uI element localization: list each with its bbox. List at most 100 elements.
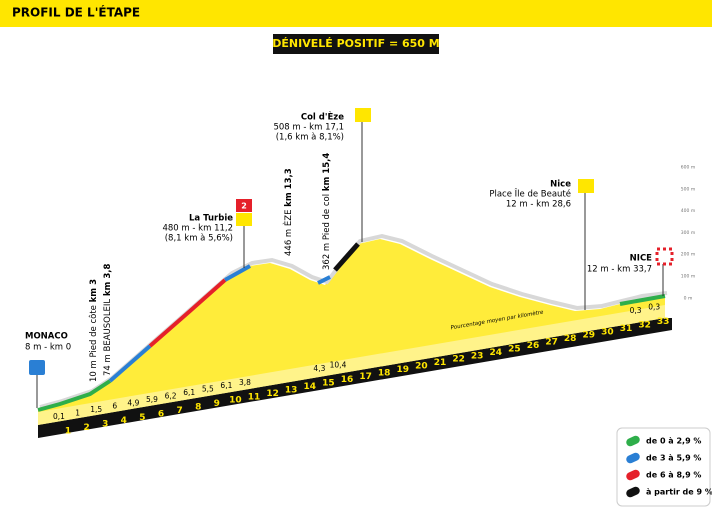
place-name: La Turbie: [189, 214, 233, 224]
km-label: 22: [452, 355, 465, 365]
climb-flag: [236, 213, 252, 226]
vertical-label: 446 m ÈZE km 13,3: [282, 168, 294, 256]
place-detail: (1,6 km à 8,1%): [276, 133, 344, 143]
legend-swatch: [626, 486, 640, 498]
km-label: 6: [158, 409, 164, 419]
gradient-label: 6,1: [220, 381, 232, 390]
gradient-label: 4,3: [313, 364, 325, 373]
km-label: 25: [508, 344, 521, 354]
km-label: 9: [214, 399, 220, 409]
vertical-label-km: km 15,4: [322, 153, 332, 192]
place-info: 12 m - km 28,6: [506, 200, 571, 210]
km-label: 4: [121, 416, 127, 426]
km-label: 19: [397, 365, 410, 375]
gradient-label: 5,9: [146, 395, 158, 404]
km-label: 26: [527, 341, 540, 351]
altitude-label: 200 m: [681, 252, 695, 258]
vertical-label-text: 10 m Pied de côte: [88, 305, 99, 382]
vertical-label-text: 362 m Pied de col: [322, 194, 332, 270]
gradient-strip: [38, 305, 665, 425]
gradient-label: 6: [112, 402, 117, 411]
place-detail: (8,1 km à 5,6%): [165, 234, 233, 244]
gradient-label: 0,3: [630, 306, 642, 315]
altitude-label: 100 m: [681, 274, 695, 280]
start-flag: [29, 360, 45, 375]
km-label: 7: [176, 406, 182, 416]
km-label: 32: [638, 320, 651, 330]
km-label: 28: [564, 334, 577, 344]
vertical-label-km: km 3,8: [103, 263, 113, 296]
place-info: 480 m - km 11,2: [162, 224, 233, 234]
segment: [333, 242, 360, 272]
vertical-label-km: km 13,3: [284, 168, 294, 207]
km-label: 13: [285, 385, 298, 395]
vertical-label-text: 446 m ÈZE: [282, 210, 294, 256]
km-label: 3: [102, 420, 108, 430]
altitude-label: 400 m: [681, 208, 695, 214]
gradient-label: 0,1: [53, 412, 65, 421]
place-name: Nice: [550, 180, 571, 190]
legend-swatch: [626, 452, 640, 464]
km-label: 18: [378, 368, 391, 378]
km-label: 2: [83, 423, 89, 433]
banner: DÉNIVELÉ POSITIF = 650 M: [272, 37, 439, 50]
vertical-label: 362 m Pied de col km 15,4: [322, 153, 332, 270]
km-label: 33: [657, 317, 670, 327]
gradient-label: 4,9: [127, 398, 139, 407]
place-name: Col d'Èze: [301, 111, 344, 123]
legend: de 0 à 2,9 % de 3 à 5,9 % de 6 à 8,9 % à pa…: [626, 435, 712, 498]
gradient-label: 1,5: [90, 405, 102, 414]
km-label: 31: [620, 324, 633, 334]
km-strip: [38, 318, 672, 438]
km-label: 30: [601, 327, 614, 337]
altitude-label: 0 m: [684, 295, 693, 301]
altitude-label: 500 m: [681, 186, 695, 192]
category: 2: [241, 202, 247, 211]
gradient-label: 6,1: [183, 388, 195, 397]
segment: [37, 379, 112, 412]
category-flag: [236, 199, 252, 212]
km-label: 24: [490, 348, 503, 358]
legend-box: [616, 427, 711, 507]
segment: [224, 264, 251, 282]
km-label: 21: [434, 358, 447, 368]
km-label: 20: [415, 362, 428, 372]
gradient-label: 0,3: [648, 303, 660, 312]
legend-label: de 0 à 2,9 %: [646, 437, 701, 446]
km-label: 14: [304, 382, 317, 392]
km-label: 1: [65, 427, 71, 437]
finish-flag: [655, 247, 674, 266]
km-label: 27: [545, 338, 558, 348]
vertical-label: 10 m Pied de côte km 3: [88, 279, 99, 382]
banner-box: [273, 34, 439, 54]
km-label: 17: [359, 372, 372, 382]
segment: [317, 275, 331, 285]
place-name: MONACO: [25, 332, 68, 342]
km-label: 16: [341, 375, 354, 385]
legend-swatch: [626, 469, 640, 481]
header-bar: [0, 0, 712, 27]
legend-label: de 3 à 5,9 %: [646, 454, 701, 463]
profile-face: [38, 239, 665, 425]
km-label: 5: [139, 413, 145, 423]
km-label: 10: [229, 396, 242, 406]
gradient-label: 6,2: [165, 391, 177, 400]
altitude-label: 600 m: [681, 165, 695, 171]
gradient-label: 3,8: [239, 378, 251, 387]
km-label: 8: [195, 403, 201, 413]
km-label: 29: [583, 331, 596, 341]
place-info: 8 m - km 0: [25, 343, 71, 353]
place-name: NICE: [630, 254, 653, 264]
climb-flag: [355, 108, 371, 122]
segment: [108, 344, 152, 383]
legend-swatch: [626, 435, 640, 447]
gradient-label: 5,5: [202, 385, 214, 394]
header-title: PROFIL DE L'ÉTAPE: [12, 5, 140, 20]
km-label: 15: [322, 379, 335, 389]
place-detail: Place Île de Beauté: [489, 188, 571, 200]
km-label: 11: [248, 392, 261, 402]
legend-label: à partir de 9 %: [646, 488, 712, 497]
legend-label: de 6 à 8,9 %: [646, 471, 701, 480]
km-label: 12: [266, 389, 279, 399]
